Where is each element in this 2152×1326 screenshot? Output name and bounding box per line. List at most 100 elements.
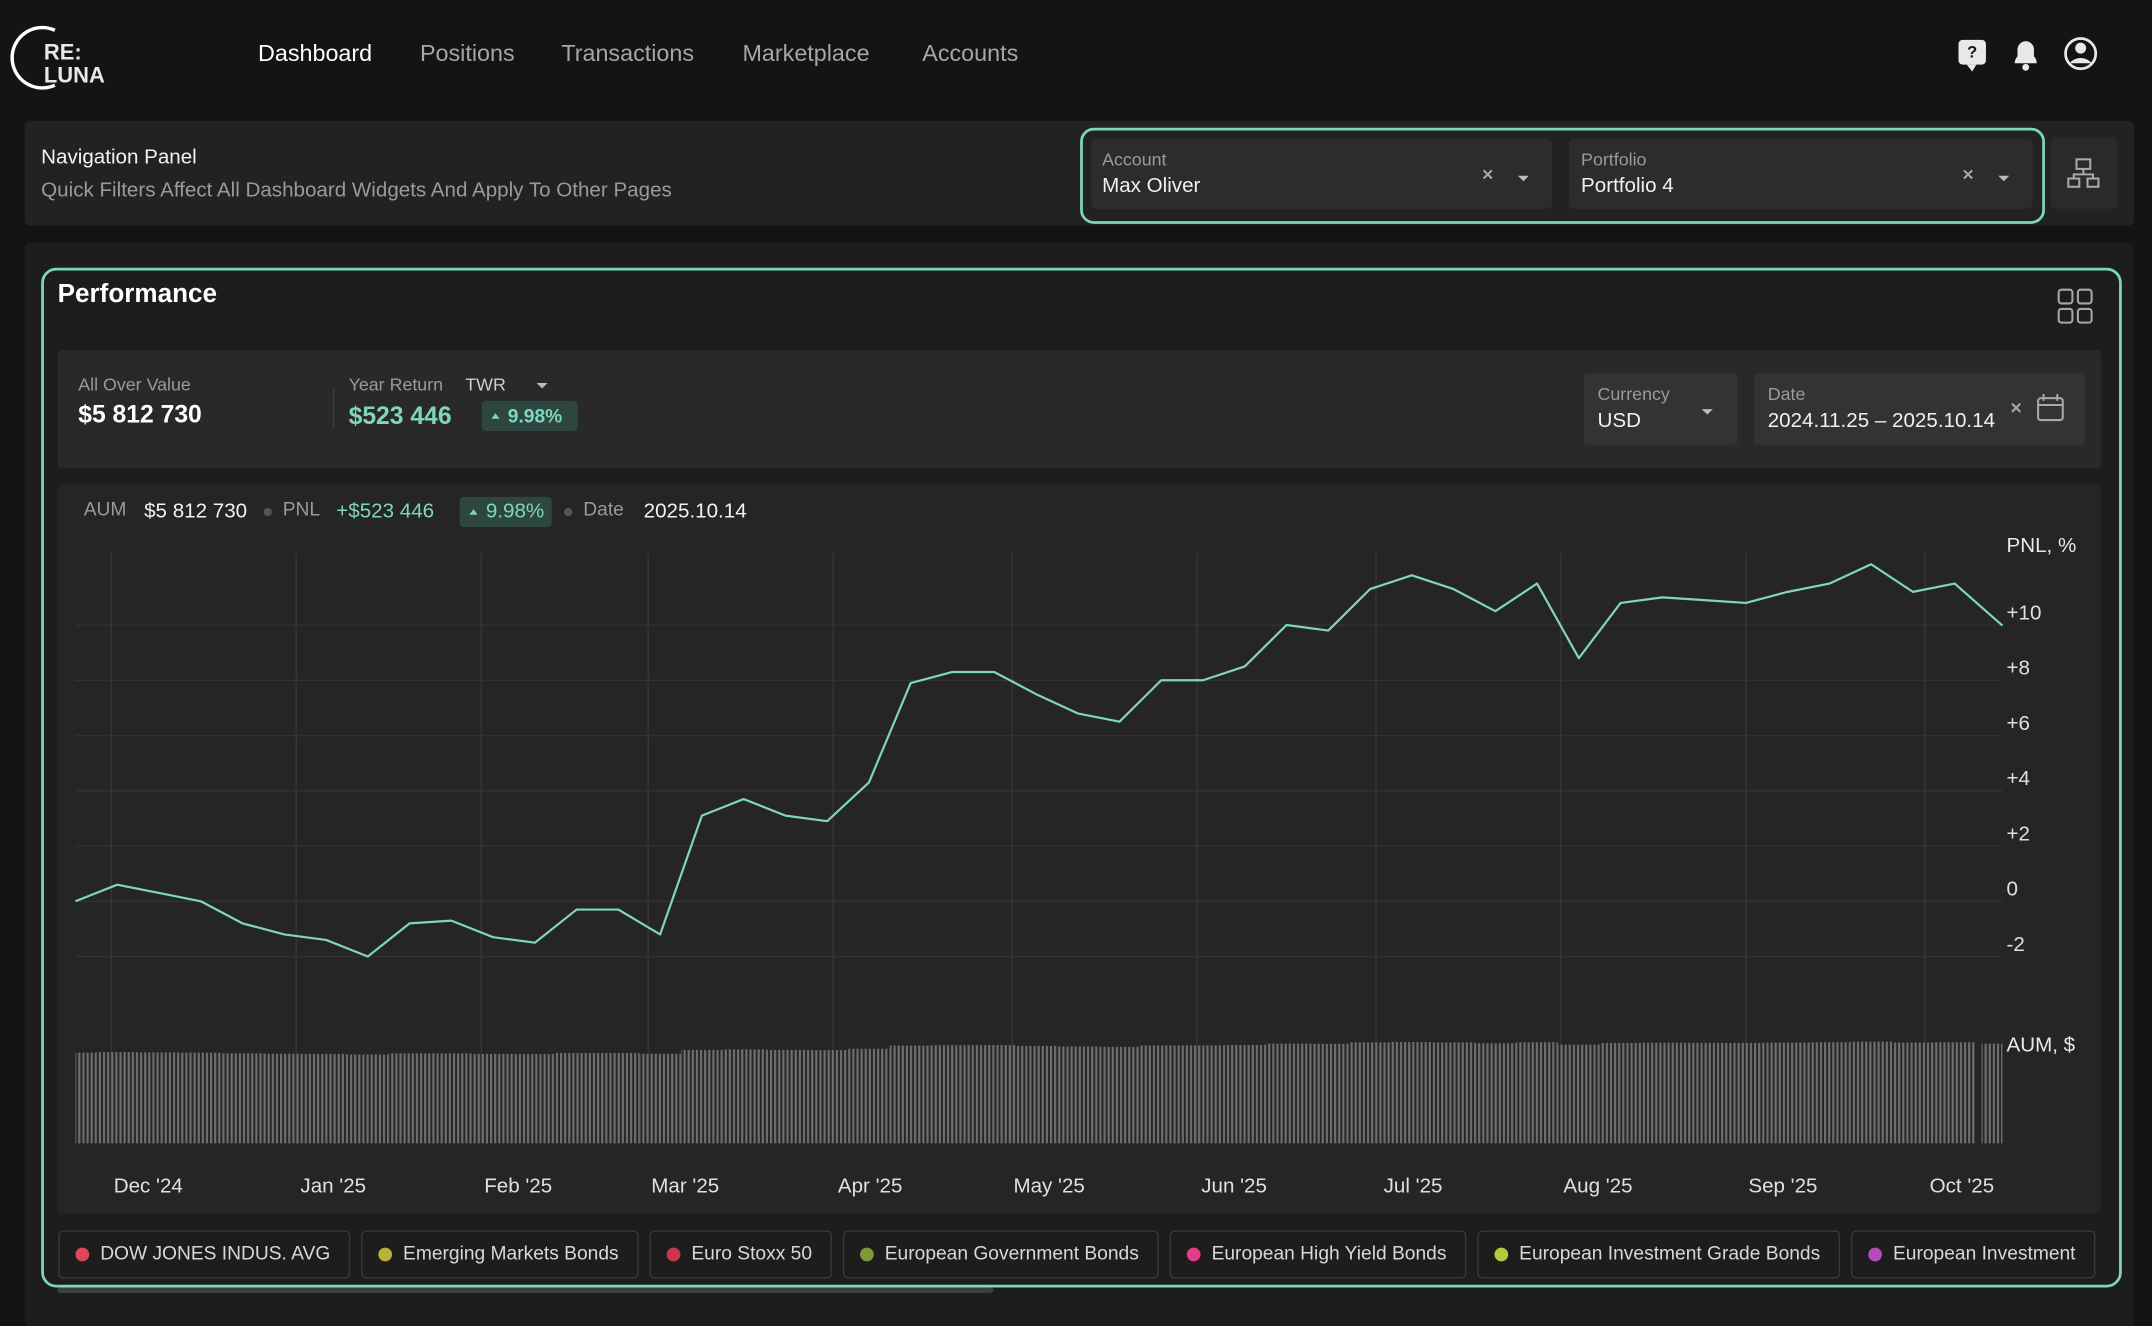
aum-bar [221, 1053, 264, 1144]
aum-bar [305, 1053, 347, 1144]
chip-box [649, 1230, 832, 1279]
aum-bar [179, 1052, 222, 1144]
legend-chip[interactable]: Emerging Markets Bonds [361, 1230, 639, 1279]
separator-dot [564, 507, 573, 517]
help-icon[interactable]: ? [1958, 39, 1986, 72]
y-tick-label: -2 [2007, 933, 2025, 956]
aum-bar [973, 1045, 1016, 1144]
nav-link[interactable]: Transactions [561, 40, 694, 66]
legend-label: European Government Bonds [885, 1244, 1139, 1265]
hierarchy-button[interactable] [2050, 137, 2118, 209]
chip-box [361, 1230, 639, 1279]
aum-bar [1724, 1042, 1767, 1144]
aum-bar [1432, 1042, 1475, 1144]
nav-link[interactable]: Dashboard [258, 40, 372, 66]
aum-bar [1766, 1042, 1809, 1144]
panel-subtitle: Quick Filters Affect All Dashboard Widge… [41, 178, 672, 201]
aum-bar [138, 1052, 180, 1144]
x-tick-label: Jun '25 [1201, 1175, 1267, 1198]
badge [481, 400, 578, 432]
aum-bar [1182, 1045, 1224, 1144]
logo-text: RE: [44, 39, 82, 64]
aum-bar [1307, 1043, 1350, 1144]
aum-bar [1981, 1043, 2003, 1144]
chip-box [1169, 1230, 1467, 1279]
summary-value: $5 812 730 [78, 401, 202, 428]
x-tick-label: May '25 [1013, 1175, 1084, 1198]
x-tick-label: Dec '24 [114, 1175, 183, 1198]
profile-icon[interactable] [2064, 37, 2098, 71]
legend-chip[interactable]: DOW JONES INDUS. AVG [58, 1230, 351, 1279]
aum-bar [1557, 1044, 1600, 1144]
legend-chip[interactable]: Euro Stoxx 50 [649, 1230, 832, 1279]
aum-bar [1098, 1046, 1141, 1144]
method-select[interactable]: TWR [465, 374, 548, 394]
legend-dot [1868, 1247, 1882, 1262]
logo[interactable]: RE: LUNA [10, 25, 105, 90]
badge-text: 9.98% [486, 499, 544, 522]
legend-dot [1494, 1247, 1509, 1262]
portfolio-filter[interactable]: Portfolio Portfolio 4 [1568, 138, 2033, 209]
select-label: Currency [1598, 384, 1670, 404]
legend-label: European Investment [1893, 1244, 2076, 1265]
legend-chips: DOW JONES INDUS. AVG Emerging Markets Bon… [58, 1230, 2096, 1279]
quick-filters [1080, 127, 2045, 224]
aum-bar [1223, 1044, 1266, 1144]
chart-header-label: AUM [84, 500, 127, 521]
account-filter[interactable]: Account Max Oliver [1091, 138, 1553, 209]
aum-bar [1641, 1042, 1684, 1144]
x-tick-label: Apr '25 [838, 1175, 903, 1198]
aum-bar [388, 1053, 431, 1144]
legend-chip[interactable]: European Government Bonds [842, 1230, 1159, 1279]
scrollbar[interactable] [57, 1287, 994, 1293]
layout-icon[interactable] [2057, 288, 2093, 324]
badge [459, 496, 552, 528]
aum-bar [1892, 1042, 1934, 1144]
summary-label: Year Return [349, 374, 444, 394]
notification-icon[interactable] [2014, 41, 2037, 71]
legend-label: European High Yield Bonds [1212, 1244, 1447, 1265]
aum-bar [513, 1054, 556, 1144]
aum-bar [806, 1050, 849, 1144]
nav-link[interactable]: Marketplace [742, 40, 869, 66]
aum-bar [1015, 1045, 1057, 1144]
logo-text: LUNA [44, 63, 105, 88]
select-value: USD [1598, 409, 1641, 432]
aum-bar [263, 1053, 306, 1144]
filter-value: Max Oliver [1102, 174, 1200, 197]
aum-bar [555, 1052, 598, 1144]
aum-bar [1933, 1042, 1976, 1144]
select-label: Date [1768, 384, 1806, 404]
legend-dot [378, 1247, 393, 1262]
y-tick-label: +10 [2007, 601, 2042, 624]
aum-bar [1140, 1045, 1183, 1144]
y-tick-label: +8 [2007, 657, 2030, 680]
legend-label: Euro Stoxx 50 [691, 1244, 812, 1265]
aum-bar [96, 1052, 139, 1144]
legend-chip[interactable]: European Investment Grade Bonds [1477, 1230, 1841, 1279]
chip-box [58, 1230, 351, 1279]
nav-link[interactable]: Accounts [922, 40, 1018, 66]
filter-value: Portfolio 4 [1581, 174, 1674, 197]
aum-bars [75, 1041, 2003, 1144]
date-range[interactable]: Date 2024.11.25 – 2025.10.14 [1753, 373, 2085, 445]
nav-link[interactable]: Positions [420, 40, 515, 66]
aum-bar [1516, 1042, 1558, 1144]
x-tick-label: Oct '25 [1930, 1175, 1995, 1198]
aum-bar [931, 1045, 974, 1144]
x-tick-label: Jul '25 [1384, 1175, 1443, 1198]
aum-bar [1265, 1043, 1308, 1144]
chart-header-value: 2025.10.14 [644, 499, 747, 522]
legend-dot [666, 1247, 681, 1262]
select-value: 2024.11.25 – 2025.10.14 [1768, 409, 1995, 432]
aum-bar [1056, 1046, 1099, 1144]
aum-bar [597, 1052, 640, 1144]
legend-chip[interactable]: European Investment [1851, 1230, 2096, 1279]
currency-select[interactable]: Currency USD [1583, 373, 1738, 445]
legend-label: European Investment Grade Bonds [1519, 1244, 1820, 1265]
legend-chip[interactable]: European High Yield Bonds [1169, 1230, 1467, 1279]
filter-label: Account [1102, 149, 1166, 169]
filter-label: Portfolio [1581, 149, 1646, 169]
aum-bar [1390, 1041, 1433, 1144]
